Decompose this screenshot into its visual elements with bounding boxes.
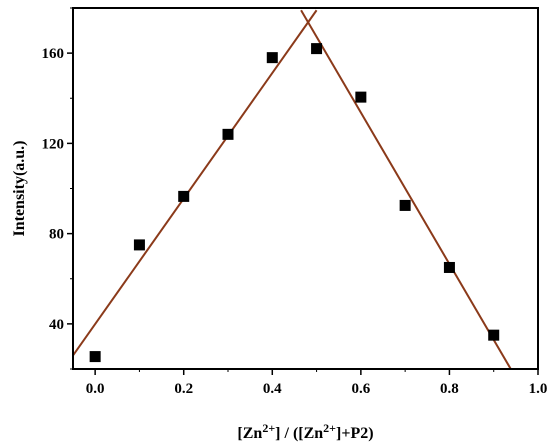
data-point [133,239,145,251]
fit-line [300,9,512,369]
x-tick-label: 0.2 [174,381,193,397]
x-axis-label-superscript: 2+ [323,421,336,435]
x-tick-label: 0.4 [263,381,282,397]
y-tick-label: 160 [42,46,65,62]
data-point [443,261,455,273]
data-point [355,91,367,103]
x-axis-label: [Zn2+] / ([Zn2+]+P2) [237,421,373,442]
x-tick-label: 0.0 [86,381,105,397]
x-tick-label: 0.8 [440,381,459,397]
data-point [266,52,278,64]
y-tick-label: 80 [49,227,64,243]
x-axis-label-part: ]+P2) [336,425,374,442]
x-tick-label: 1.0 [529,381,548,397]
data-point [488,329,500,341]
x-axis-label-part: [Zn [237,425,262,442]
x-axis-label-part: ] / ([Zn [275,425,323,442]
data-point [89,351,101,363]
y-tick-label: 120 [42,136,65,152]
y-axis-label: Intensity(a.u.) [11,140,28,236]
data-point [399,199,411,211]
data-point [222,128,234,140]
fit-line [73,9,318,357]
x-tick-label: 0.6 [351,381,370,397]
data-point [178,190,190,202]
data-point [311,43,323,55]
plot-frame [72,7,539,370]
x-axis-label-superscript: 2+ [262,421,275,435]
y-tick-label: 40 [49,317,64,333]
